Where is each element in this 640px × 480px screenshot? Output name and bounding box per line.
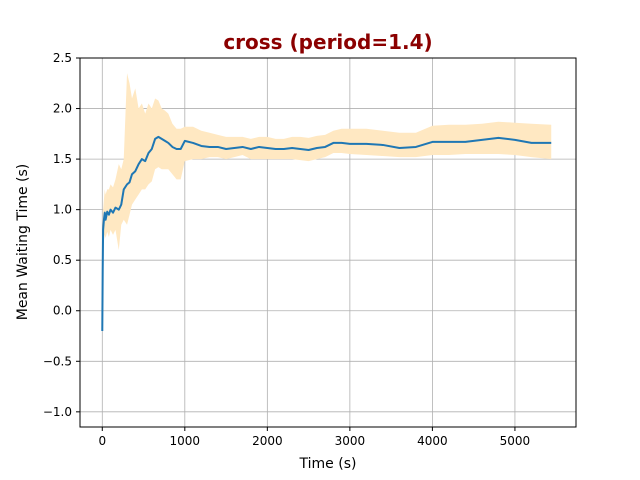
y-tick-label: 0.5: [53, 253, 72, 267]
y-tick-label: 0.0: [53, 304, 72, 318]
x-axis-label: Time (s): [299, 456, 357, 472]
plot-frame: [79, 57, 577, 428]
x-tick-label: 4000: [417, 434, 448, 448]
x-tick-label: 1000: [170, 434, 201, 448]
x-tick-label: 3000: [335, 434, 366, 448]
confidence-band: [102, 73, 552, 331]
y-tick-label: 2.5: [53, 51, 72, 65]
y-axis-label: Mean Waiting Time (s): [15, 164, 31, 321]
chart-title: cross (period=1.4): [223, 30, 432, 54]
y-tick-label: 1.0: [53, 203, 72, 217]
x-tick-label: 5000: [500, 434, 531, 448]
x-tick-label: 2000: [252, 434, 283, 448]
x-tick-label: 0: [98, 434, 106, 448]
y-tick-label: −0.5: [43, 354, 72, 368]
y-tick-label: 1.5: [53, 152, 72, 166]
y-tick-label: −1.0: [43, 405, 72, 419]
series-line: [101, 135, 552, 331]
y-tick-label: 2.0: [53, 102, 72, 116]
ticks: 0 1000 2000 3000 4000 5000 −1.0 −0.5 0.0 0.5 1.0 1.…: [43, 51, 530, 448]
